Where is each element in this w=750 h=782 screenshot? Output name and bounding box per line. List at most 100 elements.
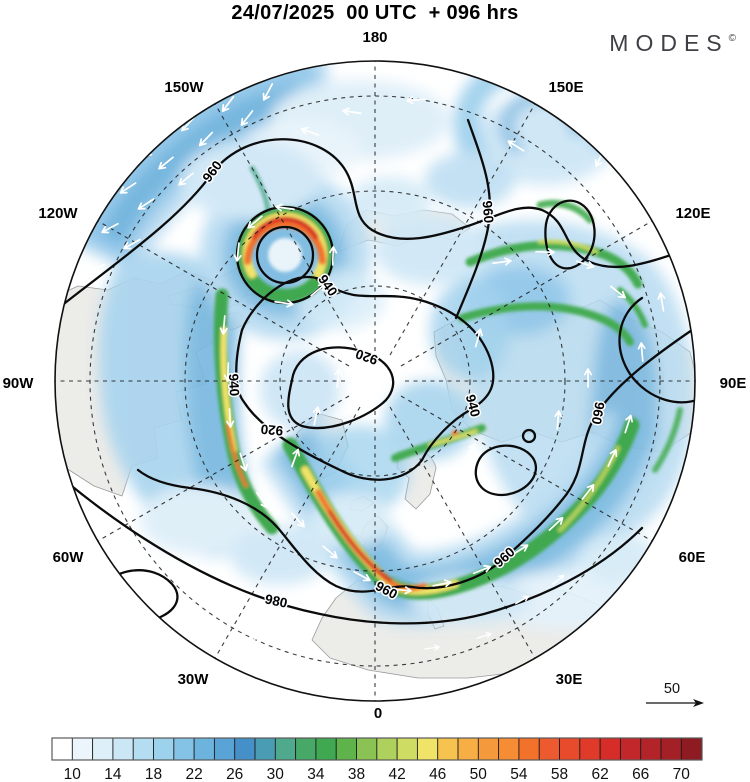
colorbar-cell xyxy=(153,737,175,761)
longitude-label-180: 180 xyxy=(362,29,387,46)
colorbar-cell xyxy=(416,737,439,761)
longitude-label-30W: 30W xyxy=(178,671,210,688)
contour-label-980: 980 xyxy=(264,591,289,610)
map-boundary-circle xyxy=(54,60,696,702)
graticule xyxy=(55,61,695,701)
colorbar-cell xyxy=(640,737,662,761)
longitude-label-90W: 90W xyxy=(3,375,35,392)
longitude-label-150W: 150W xyxy=(164,79,204,96)
contour-label-940: 940 xyxy=(226,373,242,396)
colorbar-cell xyxy=(599,737,622,761)
colorbar-cell xyxy=(71,737,94,761)
meridian-line xyxy=(214,103,361,356)
latitude-circle xyxy=(184,190,566,572)
meridian-line xyxy=(389,406,536,659)
contour-label-960: 960 xyxy=(479,200,496,224)
colorbar-tick-50: 50 xyxy=(470,766,488,782)
colorbar-tick-62: 62 xyxy=(591,766,608,782)
shade-cr xyxy=(260,350,340,430)
longitude-label-60E: 60E xyxy=(679,549,706,566)
colorbar-cells xyxy=(51,737,703,761)
reference-vector-label: 50 xyxy=(664,681,680,697)
jet-left-orange xyxy=(226,423,248,488)
shade-cr xyxy=(310,425,410,515)
colorbar-cell xyxy=(457,737,479,761)
shade-br xyxy=(580,535,660,585)
longitude-labels: 180 150W 150E 120W 120E 90W 90E 60W 60E 30W 30E 0 xyxy=(3,29,747,722)
shade-rim-band-inner xyxy=(98,82,303,247)
modes-logo: MODES© xyxy=(609,30,736,57)
colorbar-cell xyxy=(660,737,682,761)
modes-logo-text: MODES xyxy=(609,30,729,56)
colorbar-tick-42: 42 xyxy=(388,766,405,782)
colorbar-cell xyxy=(254,737,276,761)
colorbar-tick-26: 26 xyxy=(226,766,243,782)
longitude-label-30E: 30E xyxy=(556,671,583,688)
colorbar-cell xyxy=(376,737,398,761)
jet-tr-green xyxy=(536,199,594,224)
shade-c xyxy=(295,270,385,330)
colorbar-tick-66: 66 xyxy=(632,766,649,782)
colorbar-cell xyxy=(51,737,73,761)
contour-960-meridional xyxy=(454,118,492,320)
colorbar-cell xyxy=(579,737,601,761)
colorbar-cell xyxy=(193,737,216,761)
colorbar-tick-labels: 10 14 18 22 26 30 34 38 42 46 50 54 58 62 66 70 xyxy=(64,766,691,782)
colorbar-cell xyxy=(92,737,114,761)
shade-bl xyxy=(230,525,330,585)
colorbar-cell xyxy=(680,737,703,761)
longitude-label-90E: 90E xyxy=(720,375,747,392)
shade-bl xyxy=(140,485,260,555)
contour-label-940: 940 xyxy=(463,393,483,419)
colorbar-tick-18: 18 xyxy=(145,766,162,782)
meridian-line xyxy=(214,406,361,659)
colorbar-tick-22: 22 xyxy=(185,766,202,782)
colorbar-cell xyxy=(132,737,155,761)
colorbar-cell xyxy=(538,737,561,761)
shade-cr xyxy=(430,280,510,380)
colorbar-cell xyxy=(518,737,540,761)
colorbar-tick-14: 14 xyxy=(104,766,122,782)
contour-940-loop xyxy=(235,275,495,481)
vortex-ring-red xyxy=(251,216,319,240)
jet-streaks xyxy=(213,165,683,600)
colorbar-tick-58: 58 xyxy=(551,766,568,782)
colorbar-cell xyxy=(477,737,500,761)
colorbar-cell xyxy=(396,737,419,761)
colorbar-cell xyxy=(274,737,297,761)
colorbar-cell xyxy=(498,737,520,761)
contour-label-960: 960 xyxy=(589,401,608,426)
contour-closed-se xyxy=(474,444,538,497)
contour-closed-ne xyxy=(544,199,596,270)
jet-right-arc2 xyxy=(458,302,634,346)
colorbar-tick-46: 46 xyxy=(429,766,446,782)
shade-top xyxy=(180,140,320,220)
longitude-label-120W: 120W xyxy=(38,205,78,222)
colorbar-tick-54: 54 xyxy=(510,766,528,782)
longitude-label-120E: 120E xyxy=(675,205,710,222)
colorbar-cell xyxy=(315,737,337,761)
contour-960-top xyxy=(55,138,688,320)
colorbar-border xyxy=(51,737,703,761)
vortex-ring-orange xyxy=(244,220,326,266)
reference-vector-arrowhead xyxy=(693,699,704,707)
colorbar-cell xyxy=(335,737,358,761)
chart-title: 24/07/2025 00 UTC + 096 hrs xyxy=(231,2,519,24)
contour-980-arc xyxy=(60,476,644,625)
colorbar-tick-30: 30 xyxy=(267,766,285,782)
contour-vortex-inner xyxy=(255,225,315,285)
colorbar-tick-34: 34 xyxy=(307,766,325,782)
meridian-line xyxy=(97,395,350,542)
jet-center-yellow xyxy=(428,429,478,447)
longitude-label-0: 0 xyxy=(374,705,382,722)
colorbar-cell xyxy=(619,737,642,761)
colorbar-cell xyxy=(295,737,317,761)
colorbar-cell xyxy=(356,737,378,761)
colorbar-cell xyxy=(173,737,195,761)
contour-closed-tiny xyxy=(521,428,537,444)
colorbar-cell xyxy=(213,737,236,761)
colorbar-cell xyxy=(112,737,134,761)
contour-label-920: 920 xyxy=(260,421,284,438)
